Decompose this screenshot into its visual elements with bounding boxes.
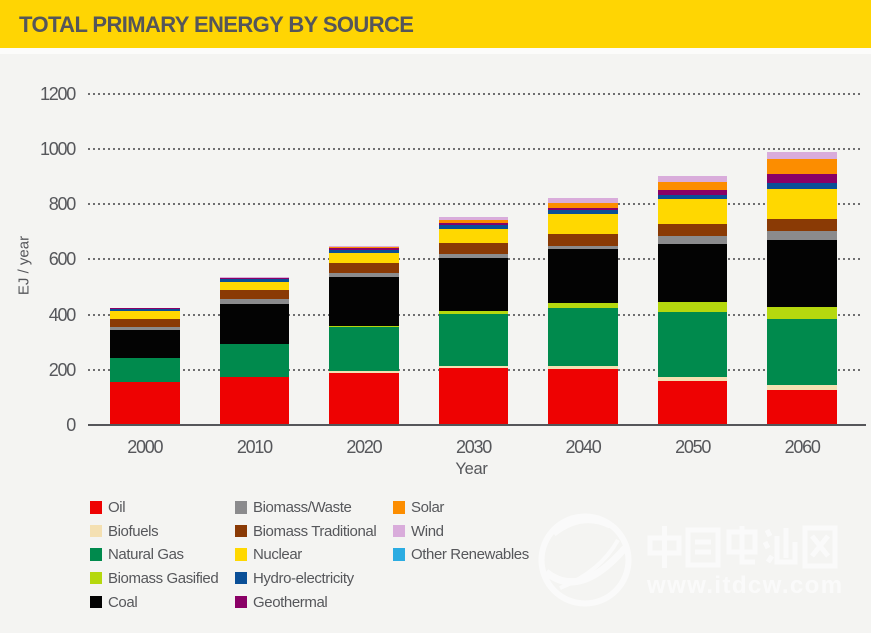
svg-text:www.itdcw.com: www.itdcw.com	[646, 572, 843, 599]
